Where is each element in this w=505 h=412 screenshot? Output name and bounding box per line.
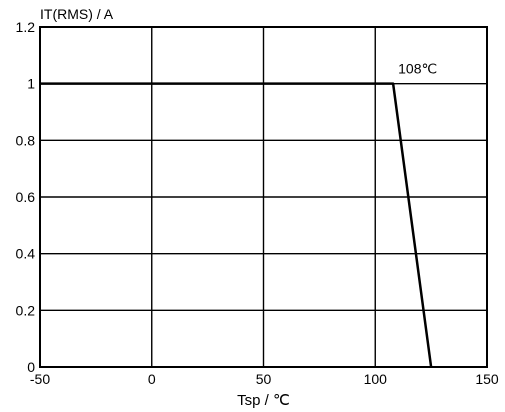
x-tick-label: 0 [148, 371, 156, 387]
y-axis-label: IT(RMS) / A [40, 6, 114, 22]
series-line [40, 82, 433, 368]
grid [40, 27, 487, 367]
x-tick-label: 100 [364, 371, 388, 387]
annotation-label: 108℃ [398, 61, 437, 77]
y-tick-label: 0.6 [16, 189, 36, 205]
x-axis-label: Tsp / ℃ [237, 392, 290, 409]
x-tick-label: 50 [256, 371, 272, 387]
y-tick-label: 0.2 [16, 302, 36, 318]
series [40, 82, 433, 368]
y-tick-label: 0 [27, 359, 35, 375]
x-tick-label: -50 [30, 371, 50, 387]
y-tick-label: 1.2 [16, 19, 36, 35]
annotations: 108℃ [398, 61, 437, 77]
x-tick-label: 150 [475, 371, 499, 387]
y-tick-label: 0.8 [16, 132, 36, 148]
y-tick-label: 1 [27, 76, 35, 92]
plot-frame [39, 26, 488, 368]
y-tick-label: 0.4 [16, 246, 36, 262]
tick-labels: 00.20.40.60.811.2-50 0 50 100 150 [16, 19, 499, 387]
